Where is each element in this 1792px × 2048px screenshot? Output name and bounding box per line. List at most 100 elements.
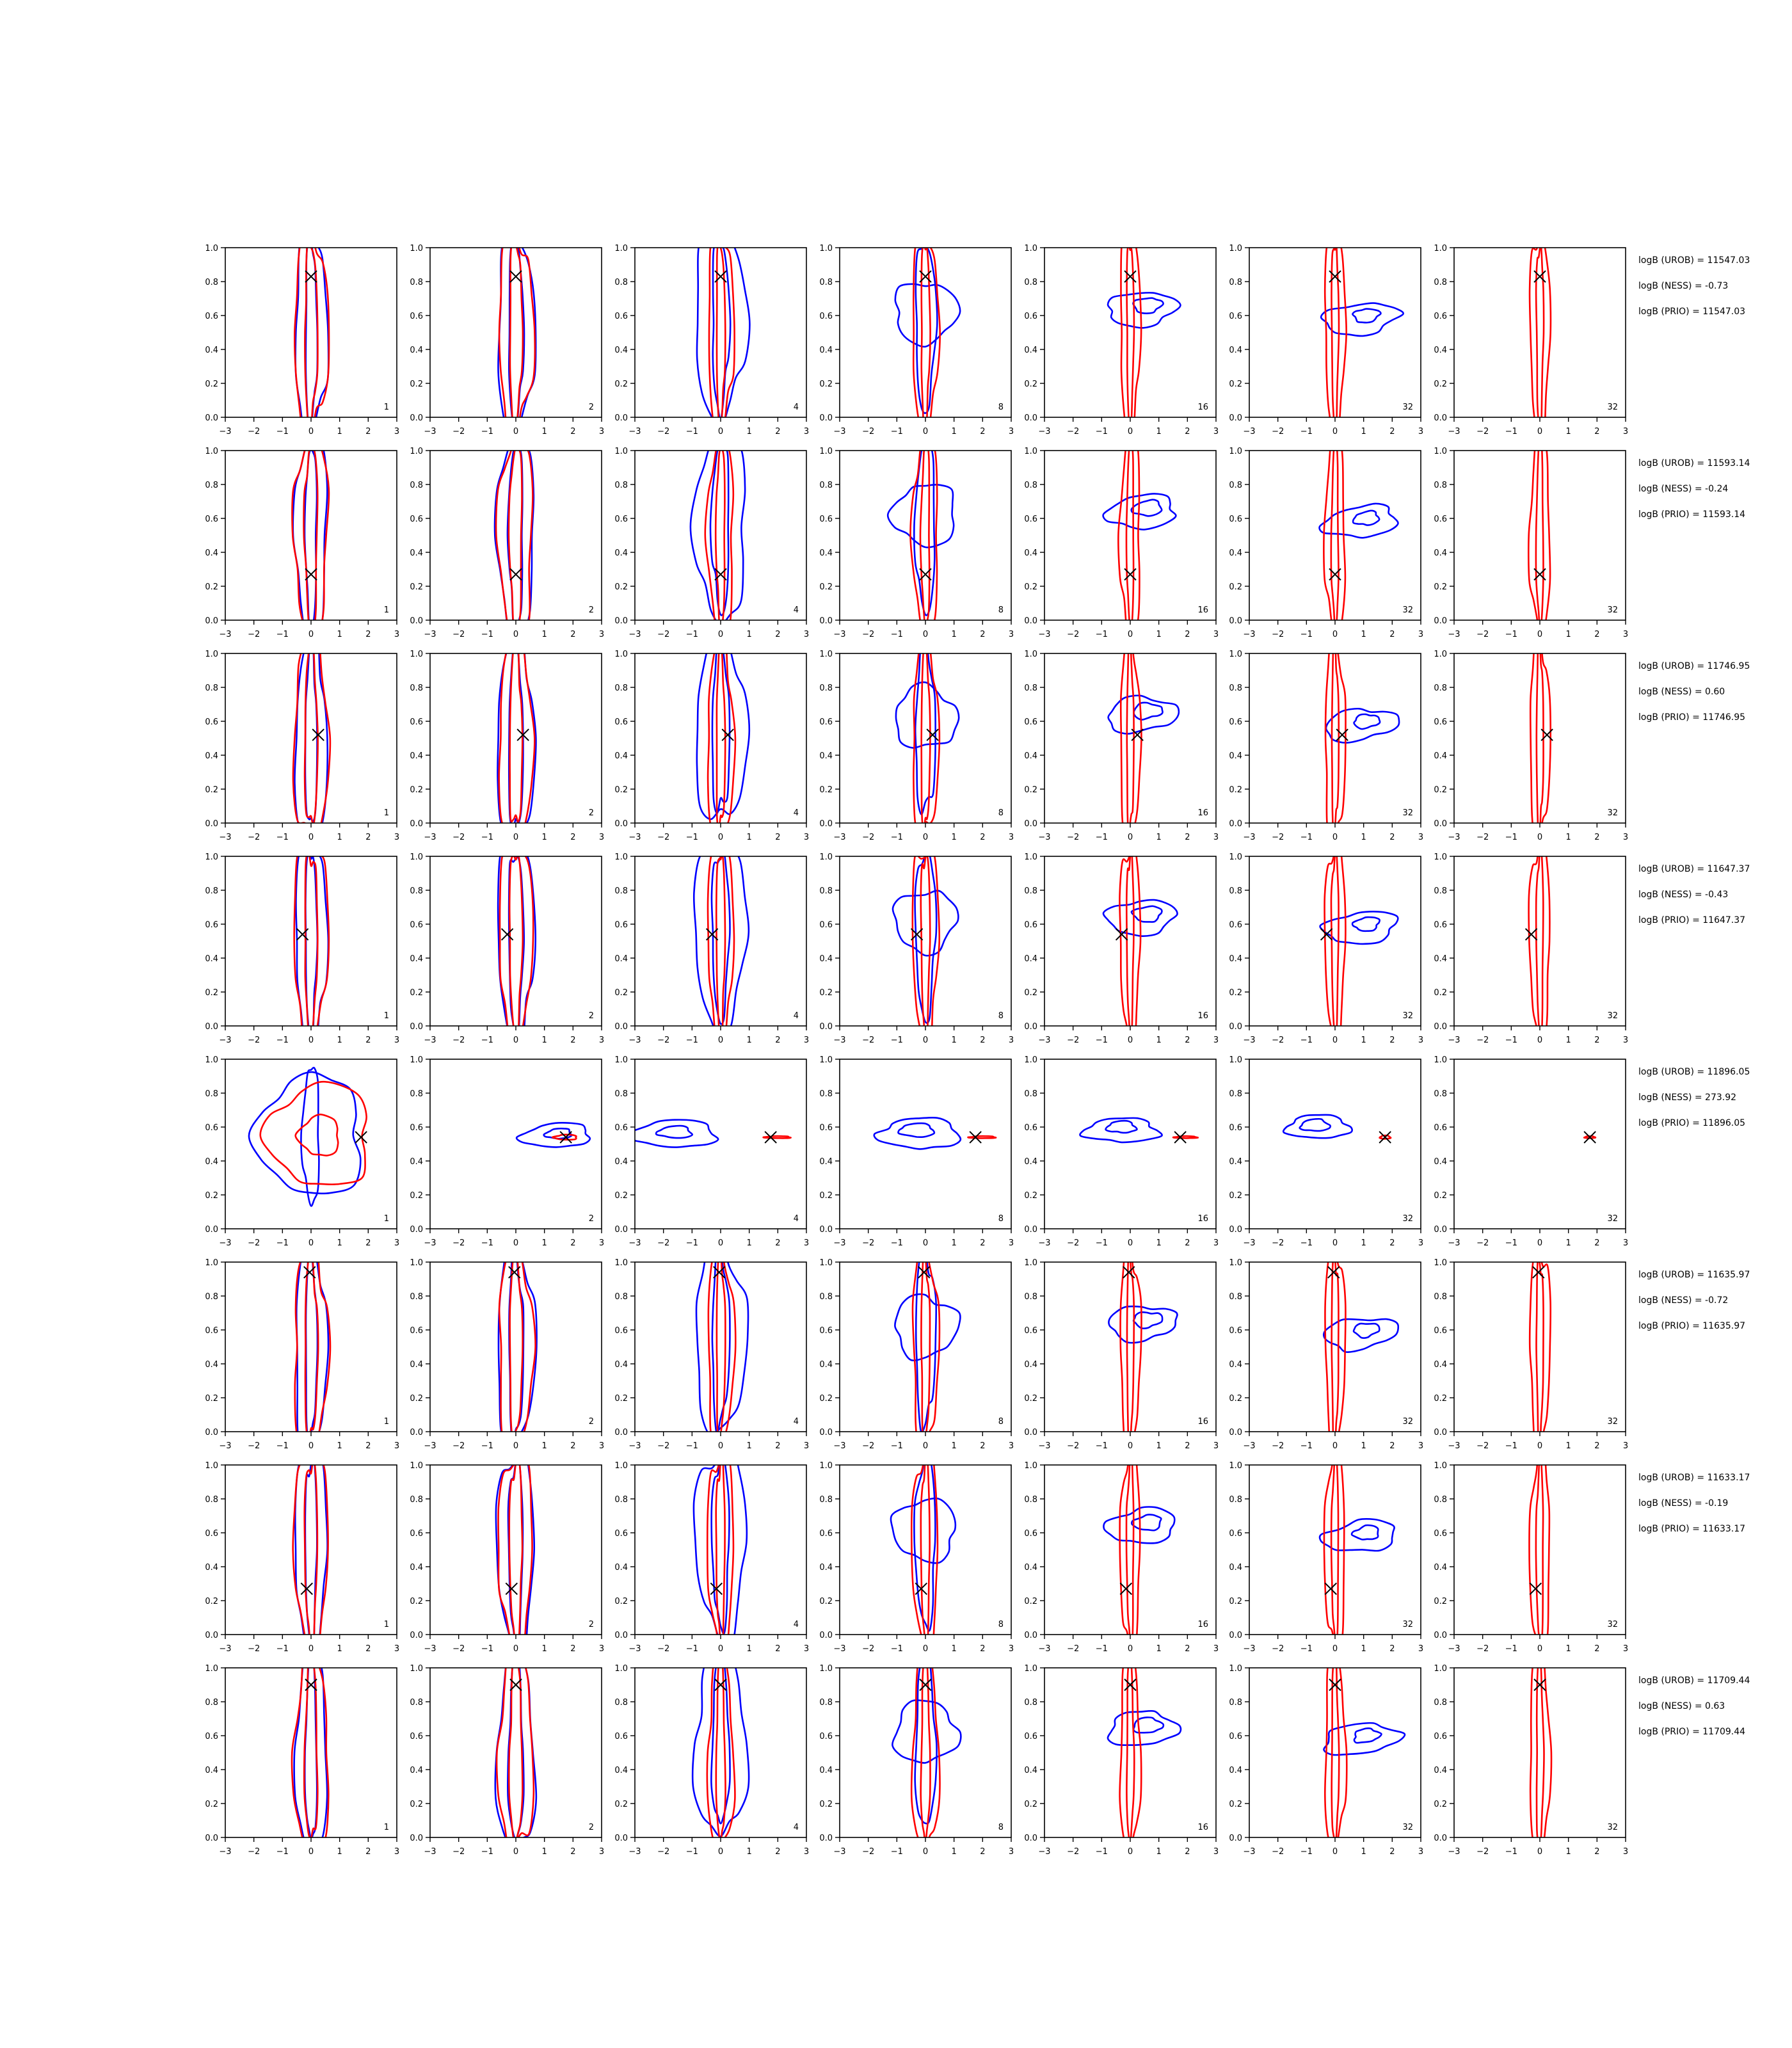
x-tick-label: 3	[599, 630, 604, 639]
y-tick-label: 0.6	[614, 717, 628, 727]
contours	[497, 1262, 538, 1432]
axes-frame	[429, 1261, 602, 1432]
y-tick-label: 1.0	[1229, 447, 1242, 456]
axes-frame	[1453, 1261, 1626, 1432]
y-tick-label: 1.0	[205, 852, 218, 862]
y-tick-label: 0.0	[819, 1022, 833, 1032]
blue-contour-line	[892, 1699, 962, 1764]
x-tick-label: 3	[394, 1644, 399, 1654]
x-tick-label: 2	[365, 833, 371, 842]
x-tick-label: 3	[1418, 630, 1423, 639]
y-tick-label: 0.2	[205, 1800, 218, 1809]
x-tick-label: 3	[804, 630, 809, 639]
y-tick-label: 1.0	[614, 1258, 628, 1268]
y-tick-label: 0.4	[614, 1563, 628, 1572]
blue-contour-line	[691, 1668, 750, 1837]
y-tick-label: 0.4	[819, 954, 833, 964]
x-tick-label: 0	[513, 630, 518, 639]
panel-label: 32	[1402, 808, 1413, 818]
x-tick-label: 0	[1537, 1847, 1542, 1857]
blue-contour-line	[892, 890, 959, 957]
true-value-marker	[714, 270, 727, 283]
x-tick-label: 2	[980, 1847, 985, 1857]
y-tick-label: 0.2	[1434, 785, 1447, 795]
x-tick-label: 3	[804, 1036, 809, 1045]
x-tick-label: −1	[276, 1847, 289, 1857]
x-tick-label: 2	[775, 833, 780, 842]
y-tick-label: 1.0	[410, 1461, 423, 1471]
y-tick-label: 0.4	[614, 1157, 628, 1167]
y-tick-label: 0.6	[410, 1326, 423, 1336]
x-tick-label: −2	[1272, 1238, 1284, 1248]
logb-annotation: logB (NESS) = 0.63	[1638, 1701, 1725, 1711]
red-contour-line	[1324, 1262, 1347, 1432]
x-tick-label: 2	[1389, 630, 1395, 639]
y-tick-label: 0.2	[614, 1800, 628, 1809]
red-contour-line	[920, 248, 931, 417]
panel-r4-c7: −3 −2 −1 0 1 2 3 0.0 0.2 0.4 0.6 0.8 1.0 32	[1434, 852, 1628, 1045]
x-tick-label: −2	[452, 630, 465, 639]
y-tick-label: 0.8	[1024, 886, 1037, 896]
contours	[497, 653, 537, 823]
x-tick-label: −3	[628, 427, 641, 436]
x-tick-label: 2	[980, 630, 985, 639]
y-tick-label: 0.8	[205, 481, 218, 490]
x-tick-label: −2	[452, 833, 465, 842]
x-tick-label: 3	[1418, 1441, 1423, 1451]
x-tick-label: 0	[718, 630, 723, 639]
red-contour-line	[912, 248, 941, 417]
x-tick-label: −2	[1067, 630, 1079, 639]
x-tick-label: −2	[248, 630, 260, 639]
y-tick-label: 0.6	[1229, 1326, 1242, 1336]
y-tick-label: 0.6	[205, 515, 218, 524]
contours	[1318, 1465, 1395, 1635]
y-tick-label: 0.4	[1434, 346, 1447, 355]
y-tick-label: 0.2	[614, 1191, 628, 1201]
x-tick-label: −2	[862, 1036, 874, 1045]
x-tick-label: 2	[1185, 1644, 1190, 1654]
x-tick-label: 3	[804, 1441, 809, 1451]
x-tick-label: −1	[686, 1644, 698, 1654]
x-tick-label: −2	[1067, 1238, 1079, 1248]
contours	[635, 1119, 792, 1148]
y-tick-label: 0.0	[1229, 413, 1242, 423]
y-tick-label: 0.6	[205, 1123, 218, 1133]
x-tick-label: −1	[1300, 833, 1313, 842]
true-value-marker	[721, 728, 734, 741]
x-tick-label: 2	[365, 1238, 371, 1248]
x-tick-label: 1	[1361, 1238, 1366, 1248]
x-tick-label: −1	[276, 630, 289, 639]
y-tick-label: 0.8	[410, 1495, 423, 1505]
y-tick-label: 0.8	[1229, 278, 1242, 287]
y-tick-label: 0.6	[819, 1732, 833, 1741]
red-contour-line	[909, 451, 938, 620]
y-tick-label: 1.0	[205, 1664, 218, 1674]
row-2-annotations: logB (UROB) = 11593.14 logB (NESS) = -0.2…	[1638, 458, 1750, 520]
true-value-marker	[1124, 568, 1137, 581]
red-contour-line	[707, 1262, 737, 1432]
y-tick-label: 0.2	[819, 988, 833, 998]
blue-contour-line	[1323, 1722, 1406, 1756]
x-tick-label: 2	[1594, 1847, 1599, 1857]
blue-contour-line	[1079, 1117, 1163, 1144]
x-tick-label: −2	[657, 1441, 669, 1451]
y-tick-label: 0.2	[1434, 1800, 1447, 1809]
panel-r6-c7: −3 −2 −1 0 1 2 3 0.0 0.2 0.4 0.6 0.8 1.0 32	[1434, 1258, 1628, 1451]
red-contour-line	[1120, 248, 1142, 417]
y-tick-label: 0.0	[1024, 1022, 1037, 1032]
red-contour-line	[1535, 248, 1545, 417]
red-contour-line	[920, 1668, 931, 1837]
x-tick-label: 1	[747, 1036, 752, 1045]
x-tick-label: −2	[1067, 1644, 1079, 1654]
true-value-marker	[300, 1582, 314, 1596]
x-tick-label: −3	[424, 833, 436, 842]
y-tick-label: 0.4	[1229, 1563, 1242, 1572]
x-tick-label: −3	[1038, 1847, 1050, 1857]
red-contour-line	[1125, 1465, 1135, 1635]
y-tick-label: 0.0	[614, 1022, 628, 1032]
blue-contour-line	[692, 1465, 748, 1635]
blue-contour-line	[1102, 899, 1178, 938]
contours	[493, 451, 535, 620]
x-tick-label: 2	[1594, 427, 1599, 436]
x-tick-label: 1	[1156, 427, 1162, 436]
